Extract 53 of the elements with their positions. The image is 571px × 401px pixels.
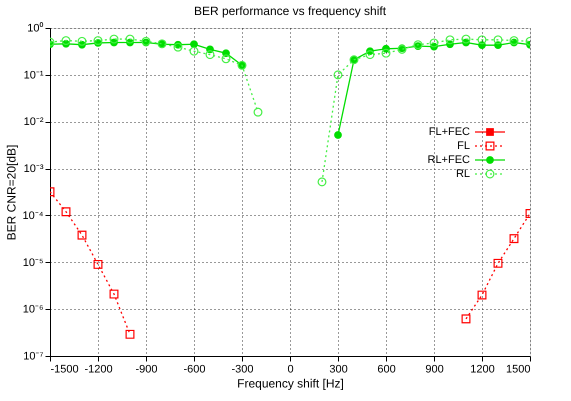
- y-tick-label: 10⁻⁴: [22, 210, 44, 222]
- point: [78, 36, 86, 46]
- legend-label: FL+FEC: [428, 126, 470, 138]
- y-axis-title: BER CNR=20[dB]: [4, 144, 19, 240]
- y-tick-label: 10⁻³: [24, 163, 44, 176]
- x-tick-label: 900: [425, 364, 444, 376]
- point: [190, 46, 198, 56]
- point: [206, 50, 214, 60]
- point: [126, 34, 134, 44]
- x-tick-label: 600: [377, 364, 396, 376]
- point: [334, 70, 342, 80]
- point: [174, 42, 182, 52]
- point: [94, 260, 102, 269]
- point: [478, 35, 486, 44]
- point: [190, 40, 198, 48]
- x-tick-label: 1500: [506, 364, 530, 376]
- point: [94, 36, 102, 46]
- point: [430, 38, 438, 48]
- x-tick-label: 0: [287, 364, 294, 376]
- legend-label: RL: [456, 168, 470, 180]
- y-tick-label: 10⁻⁶: [22, 304, 44, 316]
- point: [366, 50, 374, 60]
- point: [110, 34, 118, 44]
- x-tick-label: -900: [135, 364, 158, 376]
- y-tick-label: 10⁻²: [24, 116, 44, 128]
- x-tick-label: -300: [231, 364, 254, 376]
- point: [78, 230, 86, 240]
- y-tick-label: 10⁻¹: [24, 69, 44, 82]
- y-tick-label: 10⁻⁷: [23, 350, 44, 362]
- point: [334, 131, 342, 139]
- legend-label: FL: [457, 140, 470, 152]
- point: [254, 108, 262, 117]
- x-tick-label: -1200: [84, 364, 113, 376]
- point: [222, 54, 230, 64]
- point: [382, 48, 390, 58]
- point: [494, 35, 502, 44]
- point: [62, 36, 70, 46]
- y-tick-label: 10⁻⁵: [22, 256, 44, 269]
- x-tick-label: 1200: [470, 364, 495, 376]
- chart-title: BER performance vs frequency shift: [194, 4, 387, 18]
- x-axis-title: Frequency shift [Hz]: [237, 376, 344, 390]
- point: [318, 177, 326, 186]
- x-tick-label: -600: [183, 364, 206, 376]
- point: [62, 207, 70, 216]
- x-tick-label: -1500: [50, 364, 79, 376]
- point: [126, 330, 134, 339]
- legend-label: RL+FEC: [428, 154, 470, 166]
- point: [510, 36, 518, 46]
- x-tick-label: 300: [329, 364, 348, 376]
- point: [462, 34, 470, 44]
- point: [110, 290, 118, 299]
- point: [446, 35, 454, 44]
- y-tick-label: 10⁰: [27, 22, 44, 34]
